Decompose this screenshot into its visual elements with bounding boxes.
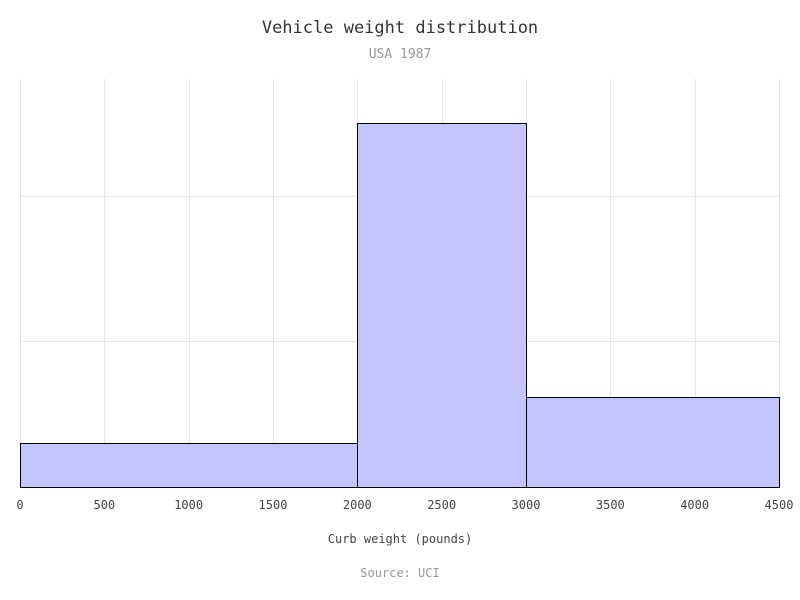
histogram-bar-0 (20, 443, 358, 488)
x-tick-label: 3000 (512, 498, 541, 512)
x-tick-label: 2500 (427, 498, 456, 512)
bars (20, 123, 780, 488)
chart-subtitle: USA 1987 (369, 47, 432, 62)
histogram-bar-1 (357, 123, 527, 488)
histogram-bar-2 (526, 397, 780, 488)
x-tick-label: 1000 (174, 498, 203, 512)
x-tick-label: 500 (93, 498, 115, 512)
x-axis-label: Curb weight (pounds) (328, 532, 473, 546)
x-tick-label: 0 (16, 498, 23, 512)
x-tick-label: 4500 (765, 498, 794, 512)
x-tick-label: 3500 (596, 498, 625, 512)
x-tick-label: 2000 (343, 498, 372, 512)
chart-source: Source: UCI (360, 566, 439, 580)
chart-title: Vehicle weight distribution (262, 18, 538, 38)
x-tick-label: 4000 (680, 498, 709, 512)
x-axis-ticks: 0 500 1000 1500 2000 2500 3000 3500 4000 4500 (16, 498, 793, 512)
x-tick-label: 1500 (259, 498, 288, 512)
